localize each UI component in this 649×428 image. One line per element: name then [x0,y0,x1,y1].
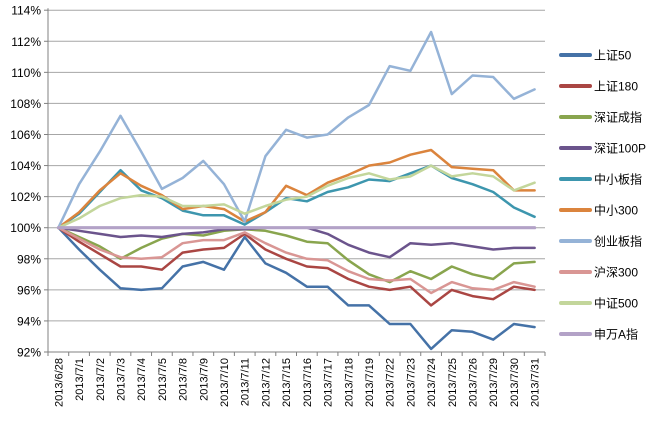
x-axis-label: 2013/7/15 [281,358,293,407]
y-axis-label: 102% [10,190,41,204]
x-axis-label: 2013/7/31 [530,358,542,407]
legend-label: 上证50 [594,49,632,63]
x-axis-label: 2013/7/11 [240,358,252,406]
legend-item: 创业板指 [559,234,642,249]
legend-item: 上证50 [559,49,632,63]
series-line-8 [57,226,536,295]
x-axis-label: 2013/7/30 [509,358,521,407]
legend-item: 上证180 [559,80,638,94]
y-axis-label: 98% [17,252,41,266]
y-axis-label: 100% [10,221,41,235]
series-line-1 [57,226,536,351]
y-axis-label: 94% [17,314,41,328]
legend-label: 上证180 [594,80,638,94]
x-axis-label: 2013/7/26 [468,358,480,407]
series-line-3 [57,226,536,284]
x-axis-label: 2013/7/18 [343,358,355,407]
legend-label: 深证100P [594,142,646,156]
legend-label: 深证成指 [594,110,642,125]
x-axis-label: 2013/7/3 [115,358,127,401]
y-axis-label: 104% [10,159,41,173]
x-axis-label: 2013/7/9 [198,358,210,401]
x-axis-label: 2013/7/8 [178,358,190,401]
x-axis-label: 2013/7/10 [219,358,231,407]
series-line-9 [57,164,536,229]
x-axis-label: 2013/7/12 [260,358,272,407]
series-line-6 [57,148,536,229]
series-line-2 [57,226,536,307]
legend-label: 中小300 [594,203,638,218]
x-axis-label: 2013/7/16 [302,358,314,407]
y-axis-label: 92% [17,346,41,360]
legend-item: 深证成指 [559,110,642,125]
y-axis-label: 96% [17,283,41,297]
series-line-7 [57,30,536,229]
x-axis-label: 2013/7/24 [426,358,438,407]
y-axis-label: 106% [10,128,41,142]
legend-item: 中证500 [559,296,638,311]
x-axis-label: 2013/6/28 [53,358,65,407]
x-axis-label: 2013/7/22 [385,358,397,407]
x-axis-label: 2013/7/4 [136,358,148,401]
x-axis-label: 2013/7/23 [405,358,417,407]
y-axis-label: 112% [11,35,41,49]
x-axis-label: 2013/7/1 [74,358,86,401]
x-axis-label: 2013/7/17 [323,358,335,407]
legend-item: 深证100P [559,142,646,156]
legend-label: 中小板指 [594,172,642,187]
legend-item: 中小板指 [559,172,642,187]
legend-label: 中证500 [594,296,638,311]
y-axis-label: 114% [11,4,41,18]
x-axis-label: 2013/7/29 [488,358,500,407]
legend-item: 沪深300 [559,266,638,280]
legend-label: 申万A指 [594,327,638,342]
series-line-5 [57,164,536,229]
x-axis-label: 2013/7/5 [157,358,169,401]
x-axis-label: 2013/7/25 [447,358,459,407]
x-axis-label: 2013/7/2 [95,358,107,401]
y-axis-label: 108% [10,97,41,111]
legend-item: 申万A指 [559,327,638,342]
y-axis-label: 110% [11,66,41,80]
legend-label: 沪深300 [594,266,638,280]
legend-item: 中小300 [559,203,638,218]
legend-label: 创业板指 [594,234,642,249]
x-axis-label: 2013/7/19 [364,358,376,407]
